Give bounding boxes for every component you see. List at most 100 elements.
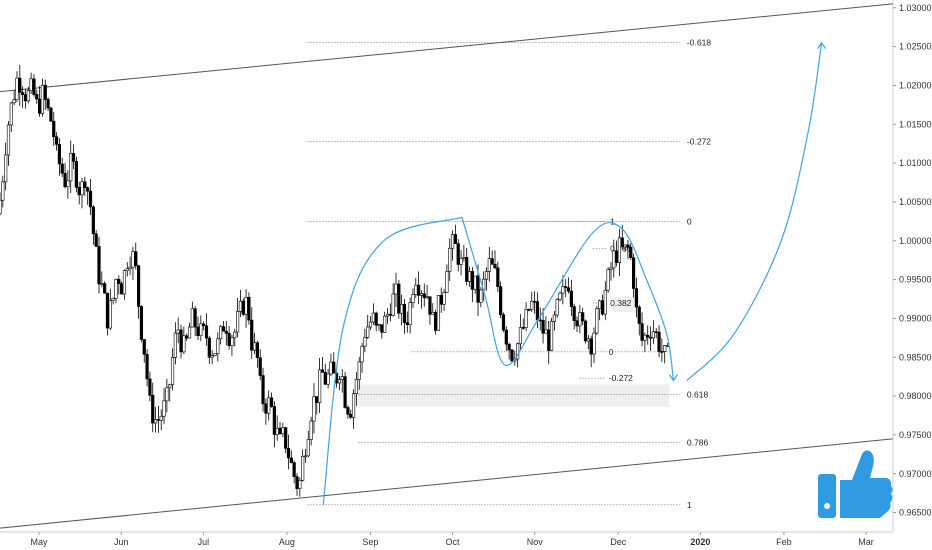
candle-body bbox=[148, 378, 152, 396]
candle-body bbox=[301, 455, 305, 481]
candle-body bbox=[431, 312, 435, 315]
y-tick-label: 1.01500 bbox=[899, 119, 932, 129]
y-tick-label: 1.02000 bbox=[899, 80, 932, 90]
candle-body bbox=[400, 304, 404, 314]
candle-body bbox=[411, 294, 415, 303]
candle-body bbox=[100, 283, 104, 285]
candle-body bbox=[547, 329, 551, 351]
candle-body bbox=[453, 234, 457, 244]
candle-body bbox=[32, 78, 36, 95]
candle-body bbox=[371, 312, 375, 323]
candle-body bbox=[289, 457, 293, 463]
candle-body bbox=[626, 244, 630, 248]
candle-body bbox=[309, 420, 313, 440]
candle-body bbox=[445, 271, 449, 293]
candle-body bbox=[354, 379, 358, 394]
candle-body bbox=[80, 181, 84, 196]
candle-body bbox=[284, 427, 288, 449]
candle-body bbox=[312, 396, 316, 422]
candle-body bbox=[162, 400, 166, 417]
candle-body bbox=[235, 311, 240, 333]
candle-body bbox=[572, 306, 576, 321]
candle-body bbox=[637, 306, 641, 324]
candle-body bbox=[193, 308, 197, 328]
candle-body bbox=[665, 345, 670, 347]
candle-body bbox=[318, 369, 322, 403]
candle-body bbox=[190, 308, 194, 328]
candle-body bbox=[609, 267, 613, 270]
candle-body bbox=[281, 427, 285, 434]
candle-body bbox=[535, 301, 540, 321]
candle-body bbox=[159, 415, 163, 421]
fib-label: 0.618 bbox=[687, 390, 709, 400]
candle-body bbox=[507, 343, 511, 351]
candle-body bbox=[18, 77, 22, 93]
y-tick-label: 0.97000 bbox=[899, 469, 932, 479]
x-tick-label: Jun bbox=[114, 537, 129, 547]
candle-body bbox=[487, 258, 491, 272]
candle-body bbox=[433, 312, 438, 331]
candle-body bbox=[603, 289, 607, 315]
candle-body bbox=[114, 279, 118, 299]
candle-body bbox=[484, 271, 489, 280]
fib-label: 0 bbox=[687, 216, 692, 226]
candle-body bbox=[74, 161, 78, 188]
annotation-arc bbox=[461, 217, 675, 381]
candle-body bbox=[532, 300, 537, 303]
thumbs-up-icon bbox=[818, 450, 893, 518]
candle-body bbox=[286, 447, 291, 459]
candle-body bbox=[332, 361, 336, 374]
candle-body bbox=[422, 293, 426, 299]
candle-body bbox=[23, 94, 28, 102]
x-tick-label: Feb bbox=[776, 537, 792, 547]
x-tick-label: 2020 bbox=[690, 537, 710, 547]
candle-body bbox=[156, 419, 160, 421]
candle-body bbox=[151, 395, 155, 424]
candle-body bbox=[275, 427, 279, 435]
candle-body bbox=[470, 271, 474, 290]
candle-body bbox=[646, 334, 650, 338]
x-tick-label: Oct bbox=[446, 537, 461, 547]
y-tick-label: 0.99500 bbox=[899, 275, 932, 285]
x-tick-label: Mar bbox=[858, 537, 874, 547]
candle-body bbox=[303, 455, 308, 458]
candle-body bbox=[363, 337, 367, 347]
fib-label: -0.618 bbox=[687, 38, 711, 48]
candle-body bbox=[555, 299, 559, 316]
candle-body bbox=[586, 338, 590, 342]
candle-body bbox=[196, 326, 200, 336]
candle-body bbox=[219, 326, 223, 340]
arrow-head bbox=[817, 41, 827, 50]
candle-body bbox=[640, 323, 644, 341]
candle-body bbox=[456, 243, 460, 265]
candle-body bbox=[255, 342, 259, 359]
x-tick-label: Aug bbox=[279, 537, 295, 547]
x-tick-label: Nov bbox=[527, 537, 544, 547]
candle-body bbox=[69, 153, 73, 182]
candle-body bbox=[86, 187, 90, 192]
candle-body bbox=[391, 293, 395, 316]
candle-body bbox=[569, 290, 573, 307]
candle-body bbox=[581, 312, 585, 322]
candle-body bbox=[199, 323, 203, 336]
candle-body bbox=[326, 373, 330, 385]
candle-body bbox=[145, 354, 149, 380]
candle-body bbox=[465, 256, 469, 282]
candle-body bbox=[224, 330, 228, 334]
y-tick-label: 1.00500 bbox=[899, 197, 932, 207]
candle-body bbox=[428, 296, 432, 315]
candle-body bbox=[176, 329, 180, 334]
candle-body bbox=[606, 269, 610, 291]
candle-body bbox=[35, 94, 39, 100]
fib-zone bbox=[612, 296, 640, 313]
y-tick-label: 1.00000 bbox=[899, 236, 932, 246]
candle-body bbox=[111, 297, 115, 301]
candle-body bbox=[57, 144, 61, 165]
candle-body bbox=[202, 323, 206, 327]
fib-label: 0.786 bbox=[687, 438, 709, 448]
candle-body bbox=[419, 293, 424, 296]
candle-body bbox=[541, 320, 545, 334]
candle-body bbox=[346, 407, 350, 415]
